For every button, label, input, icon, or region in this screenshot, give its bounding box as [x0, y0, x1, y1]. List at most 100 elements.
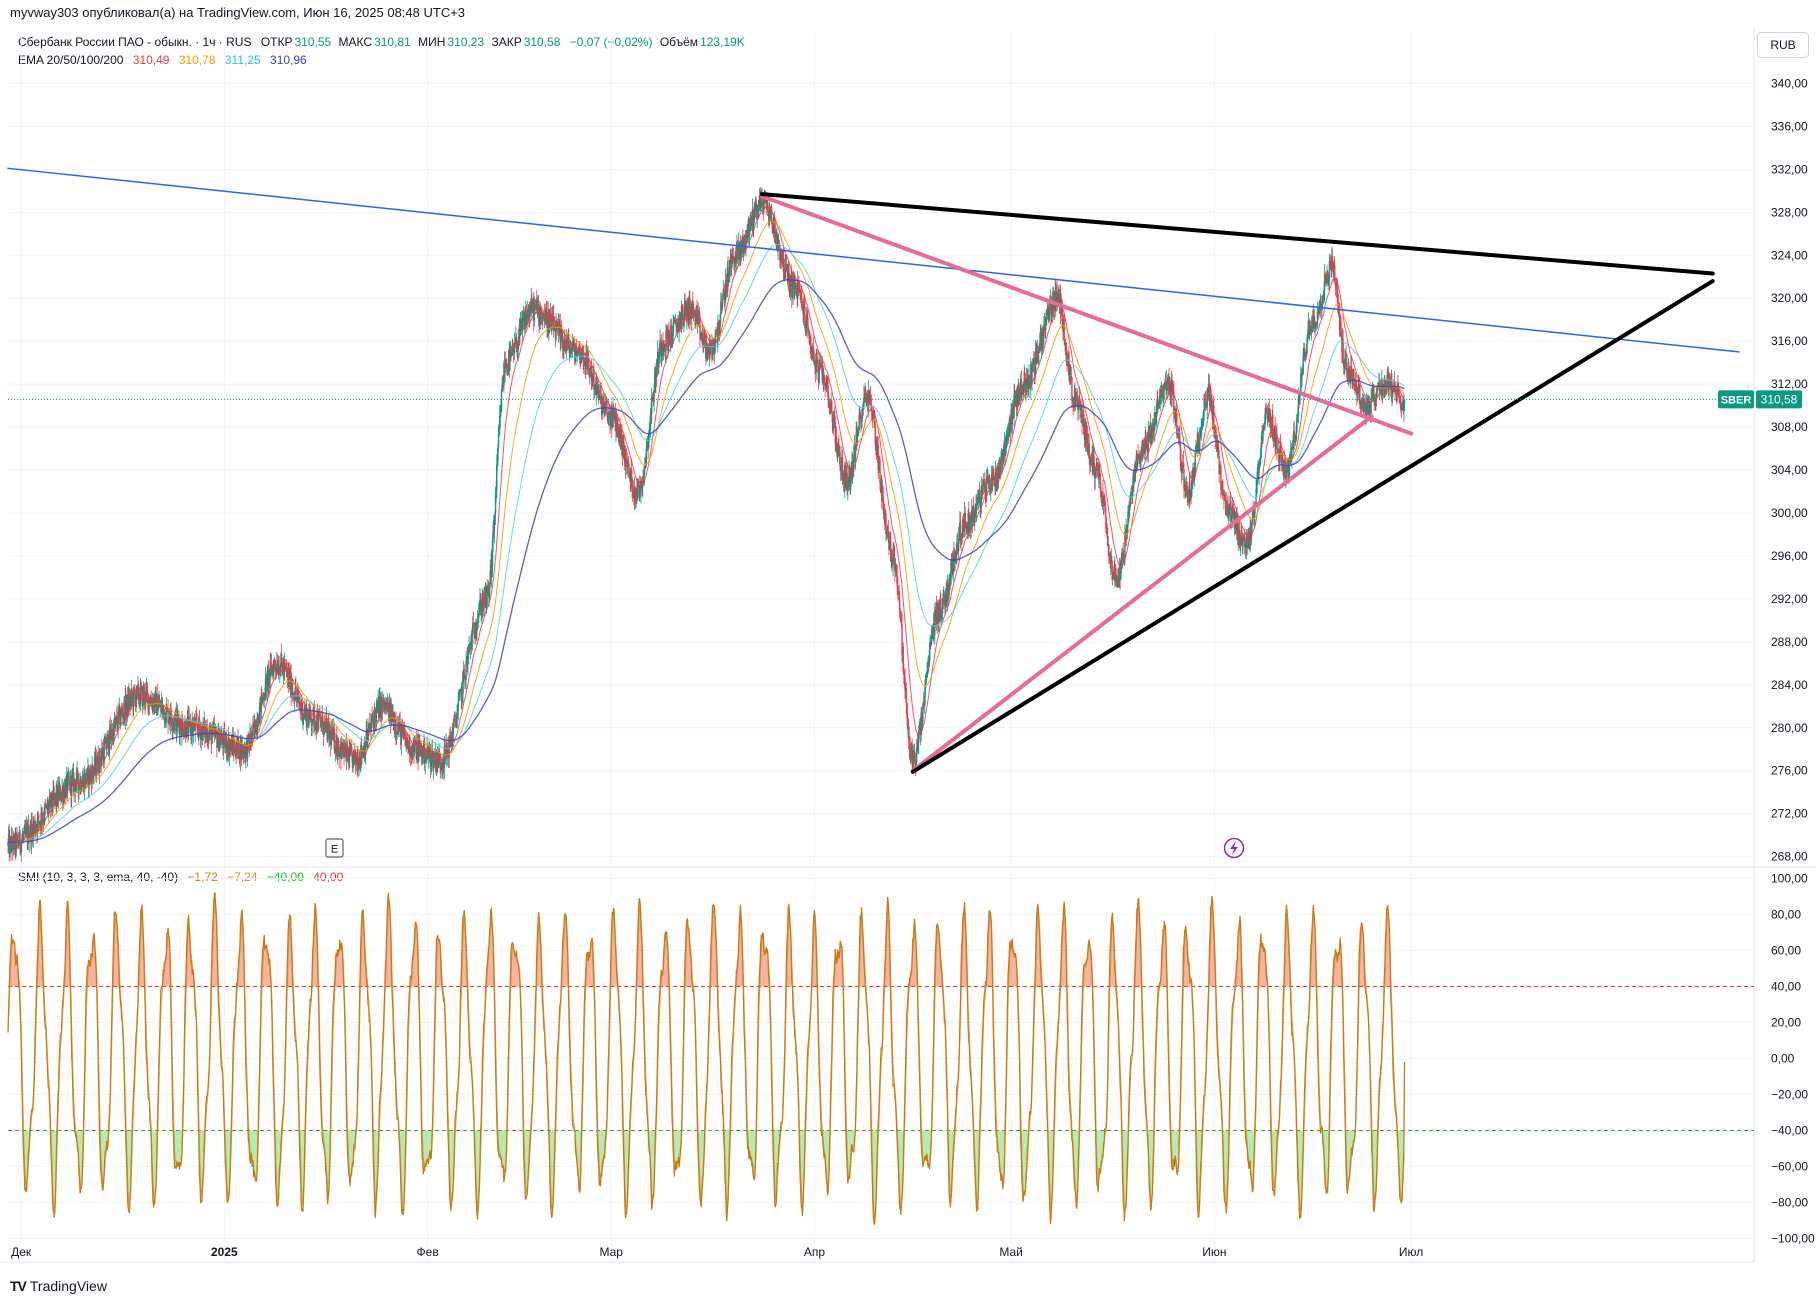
overbought-fill — [566, 938, 568, 987]
candle-body — [585, 352, 587, 370]
oversold-fill — [1225, 1130, 1227, 1214]
oversold-fill — [1175, 1130, 1176, 1158]
overbought-fill — [512, 942, 514, 987]
overbought-fill — [689, 953, 691, 987]
candle-body — [441, 763, 443, 769]
oversold-fill — [103, 1130, 104, 1182]
candle-body — [276, 663, 279, 673]
candle-body — [890, 540, 892, 562]
overbought-fill — [1260, 933, 1262, 987]
candle-body — [435, 760, 438, 771]
candle-body — [264, 678, 267, 698]
candle-body — [93, 769, 95, 775]
overbought-fill — [1211, 895, 1213, 987]
candle-body — [864, 393, 867, 395]
candle-body — [934, 609, 936, 635]
oversold-fill — [949, 1130, 951, 1208]
candle-body — [903, 673, 906, 678]
oversold-fill — [776, 1130, 778, 1182]
oversold-fill — [601, 1130, 602, 1177]
close-value: 310,58 — [523, 35, 561, 49]
candle-body — [1006, 433, 1009, 436]
candle-body — [512, 346, 515, 353]
oversold-fill — [922, 1130, 924, 1163]
overbought-fill — [1262, 942, 1263, 987]
oversold-fill — [180, 1130, 182, 1160]
candle-body — [533, 305, 536, 321]
candle-body — [28, 836, 31, 839]
candle-body — [888, 539, 891, 551]
overbought-fill — [661, 973, 663, 987]
candle-body — [752, 221, 755, 227]
candle-body — [90, 771, 92, 775]
candle-body — [659, 339, 661, 354]
candle-body — [721, 305, 723, 311]
candle-body — [1040, 331, 1042, 349]
candle-body — [782, 249, 785, 272]
candle-body — [248, 734, 250, 742]
ema-label[interactable]: EMA 20/50/100/200 — [18, 53, 124, 67]
candle-body — [631, 478, 633, 490]
overbought-fill — [438, 940, 440, 987]
candle-body — [941, 598, 944, 614]
overbought-fill — [590, 942, 592, 987]
candle-body — [600, 393, 602, 401]
candle-body — [291, 689, 294, 693]
candle-body — [699, 318, 701, 340]
candle-body — [682, 319, 685, 321]
candle-body — [634, 486, 636, 494]
candle-body — [366, 739, 369, 744]
overbought-fill — [565, 914, 567, 987]
candle-body — [45, 806, 47, 808]
candle-body — [546, 312, 548, 328]
overbought-fill — [987, 926, 989, 987]
oversold-fill — [255, 1130, 257, 1180]
candle-body — [277, 670, 279, 673]
overbought-fill — [1260, 944, 1262, 987]
overbought-fill — [142, 923, 144, 987]
candle-body — [472, 623, 474, 631]
oversold-fill — [325, 1130, 327, 1177]
candle-body — [122, 714, 125, 718]
oversold-fill — [256, 1130, 258, 1171]
candle-body — [412, 743, 414, 759]
overbought-fill — [190, 960, 192, 987]
oversold-fill — [424, 1130, 425, 1171]
overbought-fill — [413, 947, 415, 987]
candle-body — [188, 716, 190, 718]
oversold-fill — [326, 1130, 328, 1193]
candle-body — [25, 828, 27, 834]
oversold-fill — [550, 1130, 552, 1214]
overbought-fill — [515, 950, 517, 987]
overbought-fill — [1287, 937, 1289, 987]
overbought-fill — [539, 941, 541, 987]
smi-label[interactable]: SMI (10, 3, 3, 3, ema, 40, -40) — [18, 870, 179, 884]
candle-body — [719, 313, 721, 327]
overbought-fill — [39, 902, 41, 987]
candle-body — [925, 674, 927, 680]
oversold-fill — [1399, 1130, 1401, 1200]
candle-body — [922, 703, 924, 722]
overbought-fill — [840, 942, 841, 987]
oversold-fill — [1051, 1130, 1053, 1191]
candle-body — [497, 434, 500, 448]
oversold-fill — [1099, 1130, 1101, 1173]
candle-body — [146, 692, 149, 694]
candle-body — [552, 316, 555, 332]
overbought-fill — [189, 951, 191, 987]
oversold-fill — [748, 1130, 750, 1151]
overbought-fill — [464, 935, 466, 987]
candle-body — [622, 437, 624, 456]
oversold-fill — [53, 1130, 55, 1218]
overbought-fill — [1111, 916, 1113, 987]
symbol-description[interactable]: Сбербанк России ПАО - обыкн. · 1ч · RUS — [18, 35, 252, 49]
candle-body — [608, 411, 611, 413]
overbought-fill — [413, 935, 415, 987]
currency-button[interactable]: RUB — [1757, 32, 1809, 58]
candle-body — [458, 698, 460, 701]
overbought-fill — [92, 935, 94, 987]
candle-body — [296, 696, 298, 700]
candle-body — [812, 346, 814, 351]
overbought-fill — [788, 912, 790, 987]
